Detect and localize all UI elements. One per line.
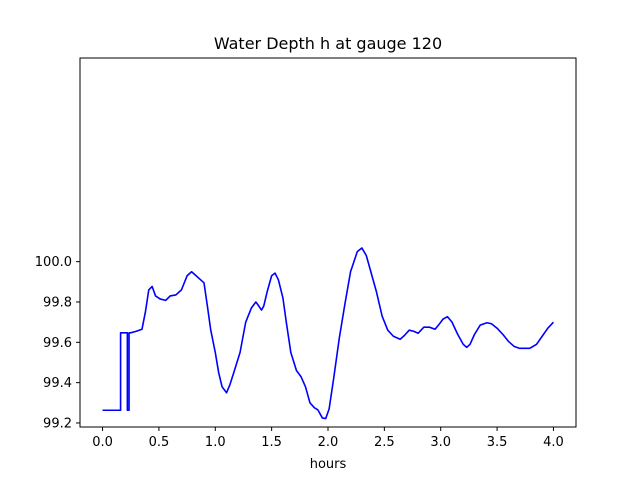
x-tick-label: 2.0 <box>318 435 339 450</box>
chart-title: Water Depth h at gauge 120 <box>214 34 442 53</box>
y-tick-label: 99.8 <box>43 295 72 310</box>
series-line-0 <box>102 247 555 420</box>
x-tick-label: 1.5 <box>261 435 282 450</box>
y-tick-label: 99.4 <box>43 376 72 391</box>
y-tick-label: 99.2 <box>43 416 72 431</box>
x-tick-label: 4.0 <box>543 435 564 450</box>
x-tick-label: 0.0 <box>92 435 113 450</box>
y-tick-label: 99.6 <box>43 336 72 351</box>
x-tick-label: 3.5 <box>487 435 508 450</box>
plot-area: 0.0 0.5 1.0 1.5 2.0 2.5 3.0 3.5 4.0 99.2 99.4 99.6 9… <box>35 57 577 450</box>
y-tick-label: 100.0 <box>35 255 72 270</box>
x-tick-label: 2.5 <box>374 435 395 450</box>
x-axis-label: hours <box>310 457 347 472</box>
x-tick-label: 0.5 <box>149 435 170 450</box>
x-tick-label: 1.0 <box>205 435 226 450</box>
x-tick-label: 3.0 <box>430 435 451 450</box>
